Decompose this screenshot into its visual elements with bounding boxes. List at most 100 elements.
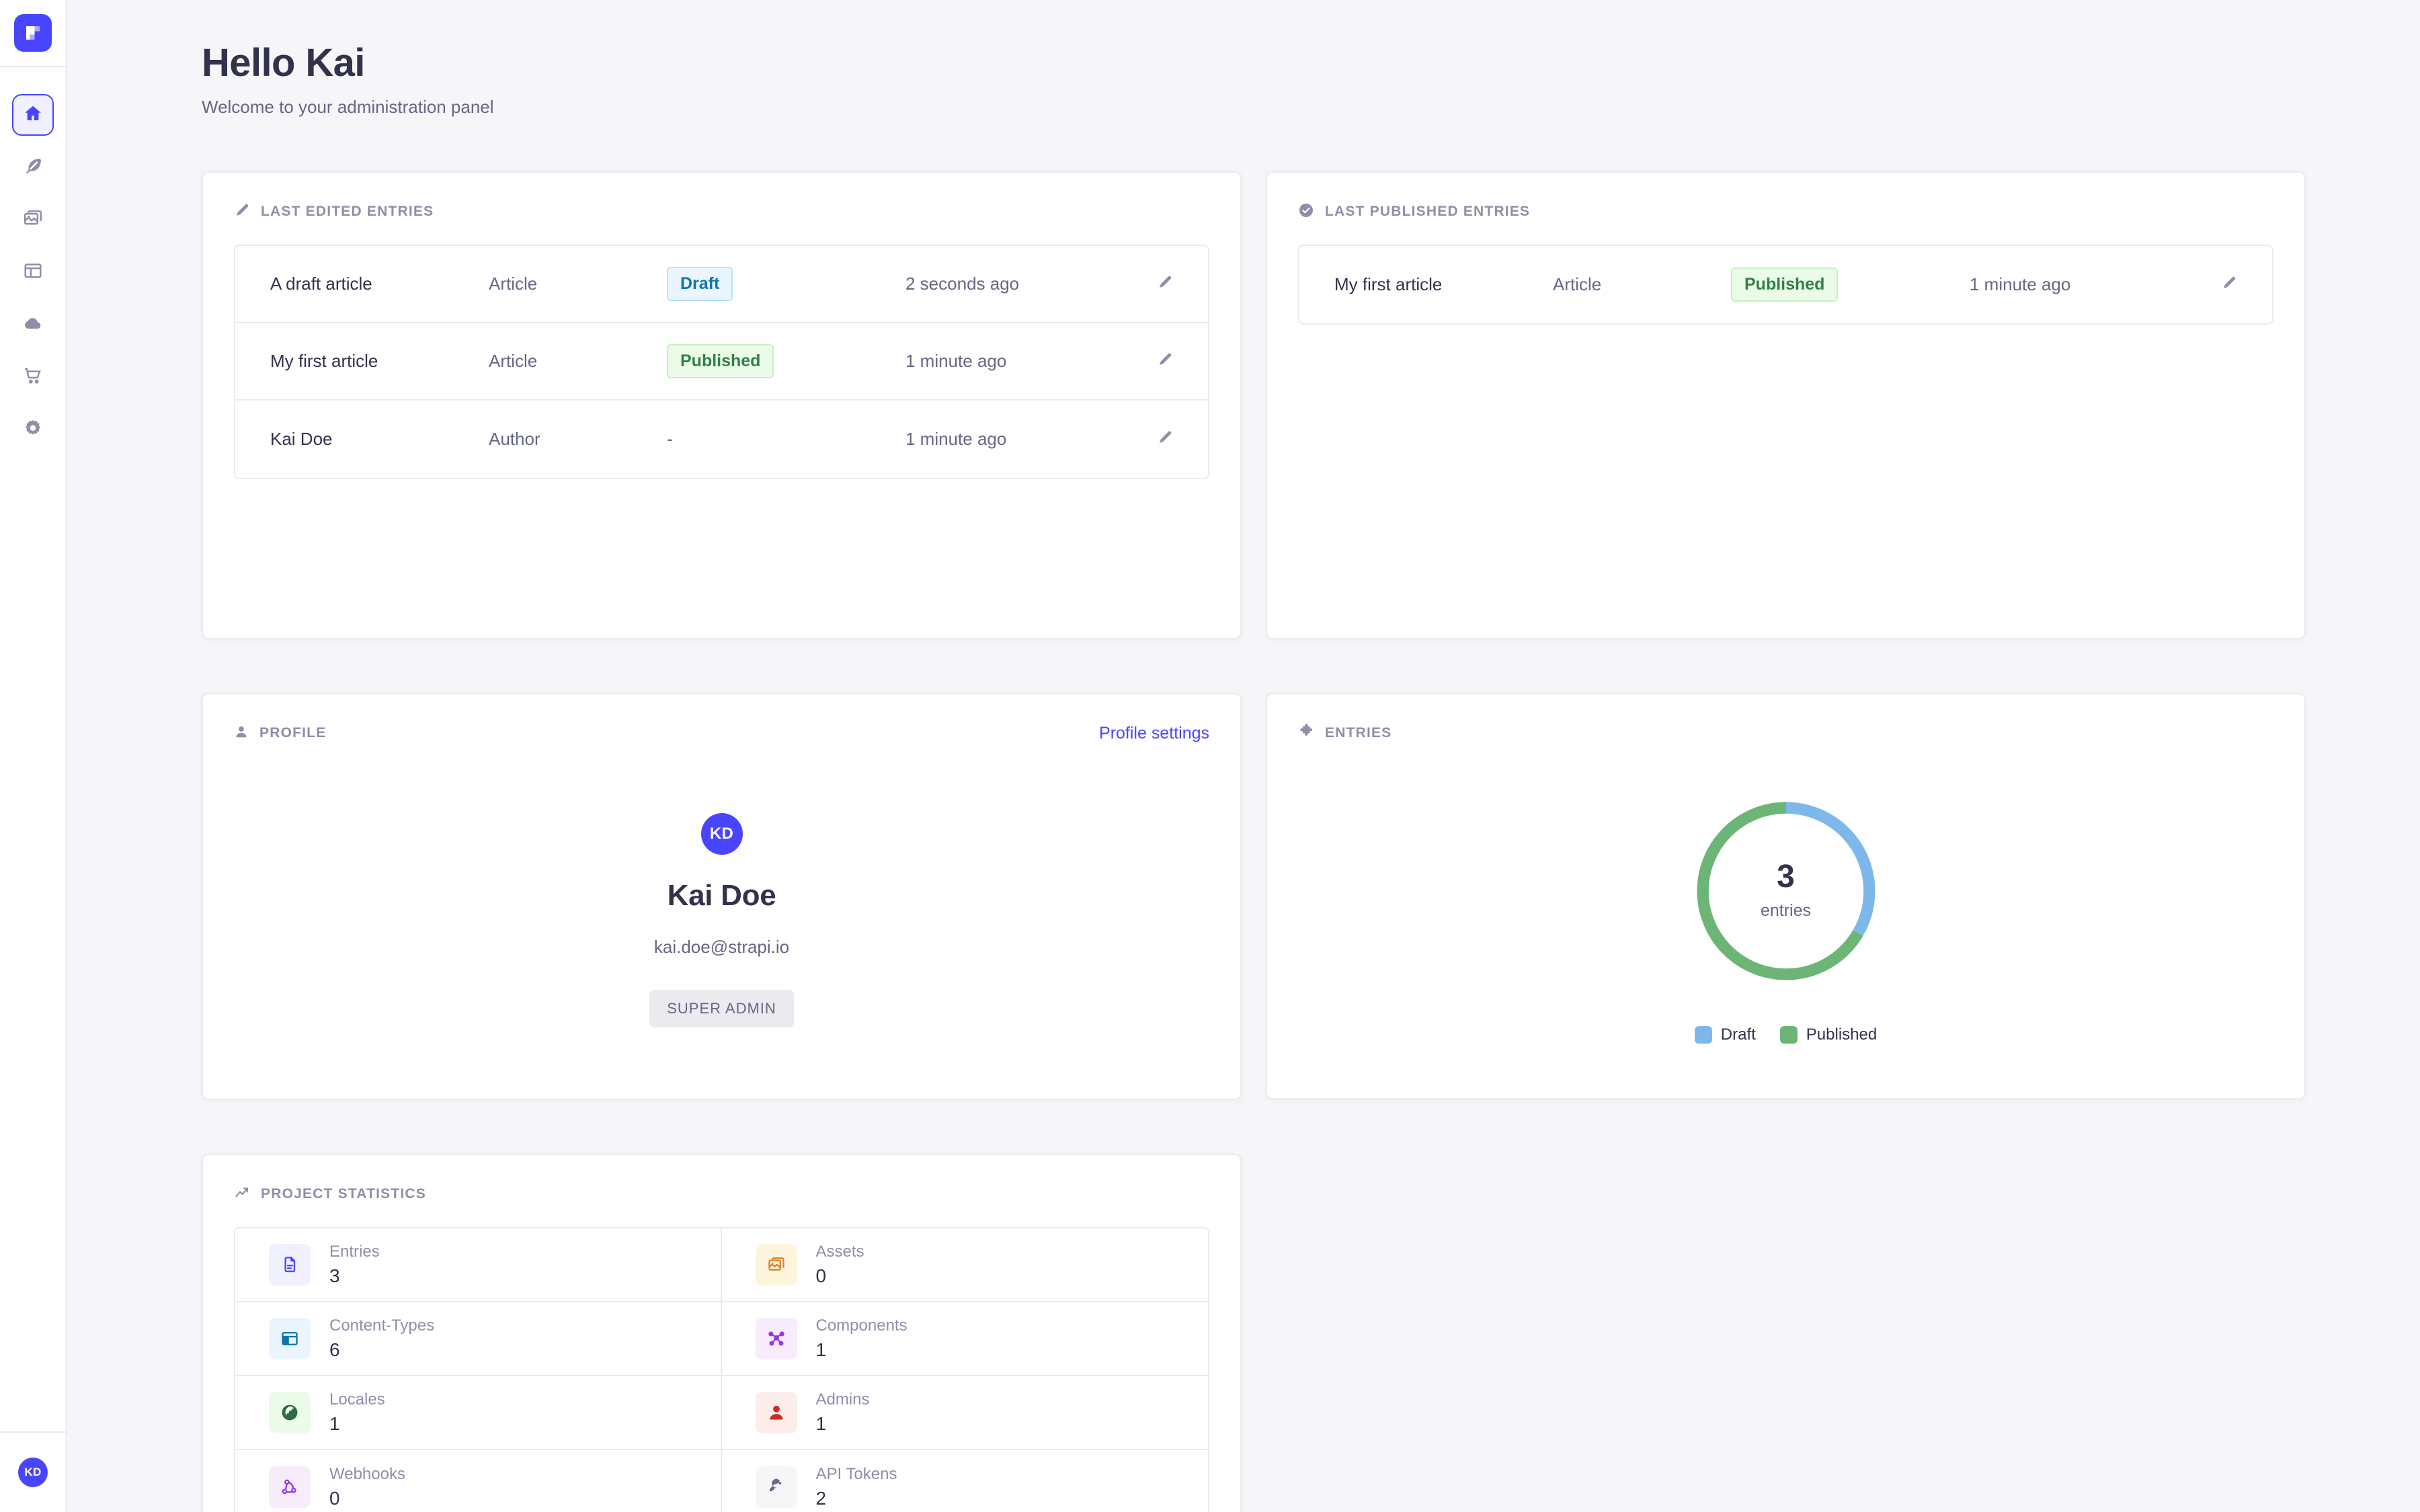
user-icon (234, 724, 249, 743)
stat-assets[interactable]: Assets 0 (721, 1228, 1208, 1302)
puzzle-icon (1298, 724, 1314, 743)
cart-icon (23, 366, 43, 389)
entry-kind: Article (489, 273, 538, 294)
sidebar-item-media-library[interactable] (12, 199, 54, 241)
avatar: KD (18, 1458, 48, 1487)
layout-icon (269, 1317, 311, 1359)
home-icon (23, 103, 43, 127)
profile-settings-link[interactable]: Profile settings (1099, 723, 1209, 743)
sidebar-nav-list (12, 67, 54, 1431)
card-title: PROJECT STATISTICS (261, 1186, 427, 1202)
stat-webhooks[interactable]: Webhooks 0 (235, 1450, 722, 1512)
last-edited-entries-table: A draft article Article Draft 2 seconds … (234, 244, 1209, 479)
status-badge-label: Published (667, 343, 774, 379)
edit-entry-button[interactable] (1119, 274, 1173, 294)
donut-value: 3 (1777, 859, 1795, 895)
status-badge-label: Published (1731, 267, 1839, 302)
stat-value: 1 (329, 1413, 340, 1434)
main-content: Hello Kai Welcome to your administration… (67, 0, 2420, 1512)
stat-value: 1 (815, 1413, 827, 1434)
entry-title: My first article (270, 350, 378, 371)
donut-ring: 3 entries (1689, 794, 1883, 988)
stat-label: Assets (815, 1242, 864, 1261)
card-title: ENTRIES (1325, 725, 1392, 741)
stat-value: 0 (815, 1265, 827, 1286)
sidebar-item-settings[interactable] (12, 409, 54, 450)
stat-admins[interactable]: Admins 1 (721, 1376, 1208, 1450)
stat-content-types[interactable]: Content-Types 6 (235, 1302, 722, 1376)
status-badge: - (667, 429, 905, 450)
table-row[interactable]: Kai Doe Author - 1 minute ago (235, 401, 1208, 478)
strapi-logo-icon (14, 14, 52, 52)
stat-value: 0 (329, 1487, 340, 1509)
legend-item-published: Published (1779, 1025, 1878, 1044)
last-published-entries-card: LAST PUBLISHED ENTRIES My first article … (1266, 171, 2306, 639)
card-title: LAST EDITED ENTRIES (261, 204, 434, 220)
document-icon (269, 1243, 311, 1286)
image-icon (755, 1243, 797, 1286)
card-header: LAST EDITED ENTRIES (234, 202, 1209, 222)
stat-components[interactable]: Components 1 (721, 1302, 1208, 1376)
entry-time: 1 minute ago (905, 350, 1007, 371)
main-sidebar: KD (0, 0, 67, 1512)
stat-locales[interactable]: Locales 1 (235, 1376, 722, 1450)
stat-label: API Tokens (815, 1464, 897, 1483)
entry-title: Kai Doe (270, 428, 333, 449)
stat-label: Webhooks (329, 1464, 405, 1483)
card-spacer (1298, 325, 2273, 607)
stat-value: 2 (815, 1487, 827, 1509)
avatar: KD (700, 812, 743, 855)
entries-chart-card: ENTRIES 3 (1266, 692, 2306, 1099)
legend-swatch-published (1779, 1025, 1798, 1044)
sidebar-item-marketplace[interactable] (12, 356, 54, 398)
profile-name: Kai Doe (667, 878, 776, 912)
stat-label: Admins (815, 1390, 870, 1409)
sidebar-item-content-type-builder[interactable] (12, 251, 54, 293)
stat-entries[interactable]: Entries 3 (235, 1228, 722, 1302)
webhook-icon (269, 1466, 311, 1508)
card-spacer (234, 479, 1209, 607)
table-row[interactable]: A draft article Article Draft 2 seconds … (235, 246, 1208, 323)
sidebar-user-menu[interactable]: KD (0, 1431, 67, 1512)
entry-kind: Author (489, 428, 540, 449)
sidebar-item-cloud[interactable] (12, 304, 54, 345)
key-icon (755, 1466, 797, 1508)
table-row[interactable]: My first article Article Published 1 min… (235, 323, 1208, 401)
dashboard-row-entries: LAST EDITED ENTRIES A draft article Arti… (202, 171, 2306, 639)
legend-label-published: Published (1806, 1025, 1878, 1044)
pencil-icon (2221, 275, 2237, 294)
stat-value: 3 (329, 1265, 340, 1286)
edit-entry-button[interactable] (2183, 275, 2237, 294)
stat-api-tokens[interactable]: API Tokens 2 (722, 1450, 1209, 1512)
entry-title: A draft article (270, 273, 372, 294)
check-circle-icon (1298, 202, 1314, 222)
legend-item-draft: Draft (1694, 1025, 1756, 1044)
card-header: PROJECT STATISTICS (234, 1185, 1209, 1204)
entry-time: 1 minute ago (1970, 274, 2071, 294)
edit-entry-button[interactable] (1119, 351, 1173, 371)
table-row[interactable]: My first article Article Published 1 min… (1299, 246, 2272, 323)
trending-up-icon (234, 1185, 250, 1204)
card-header: PROFILE Profile settings (234, 724, 1209, 743)
sidebar-item-content-manager[interactable] (12, 146, 54, 188)
brand-logo[interactable] (0, 0, 67, 67)
component-icon (755, 1317, 797, 1359)
donut-slice-draft (1697, 802, 1875, 980)
profile-body: KD Kai Doe kai.doe@strapi.io SUPER ADMIN (234, 766, 1209, 1068)
entry-title: My first article (1334, 274, 1443, 294)
project-statistics-card: PROJECT STATISTICS (202, 1153, 1242, 1512)
status-badge: Published (1731, 267, 1970, 302)
gear-icon (23, 418, 43, 442)
layout-icon (23, 261, 43, 284)
status-badge-label: - (667, 428, 673, 449)
donut-center: 3 entries (1689, 794, 1883, 988)
legend-label-draft: Draft (1720, 1025, 1756, 1044)
legend-swatch-draft (1694, 1025, 1712, 1044)
edit-entry-button[interactable] (1119, 429, 1173, 449)
stat-value: 6 (329, 1339, 340, 1360)
last-published-entries-table: My first article Article Published 1 min… (1298, 244, 2273, 325)
status-badge-label: Draft (667, 266, 733, 302)
profile-email: kai.doe@strapi.io (653, 936, 790, 957)
profile-role-badge: SUPER ADMIN (649, 989, 794, 1027)
sidebar-item-home[interactable] (12, 94, 54, 136)
